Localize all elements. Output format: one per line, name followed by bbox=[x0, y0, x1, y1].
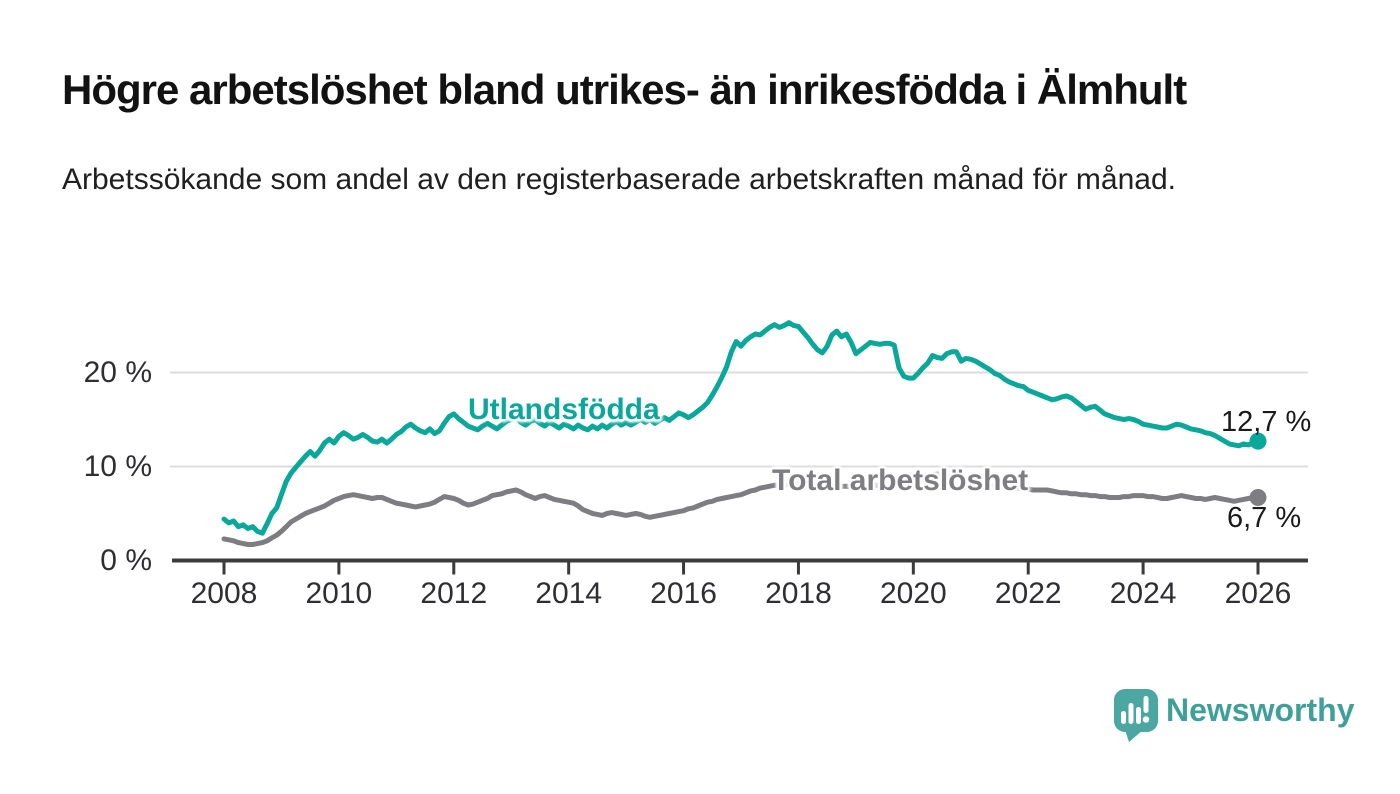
x-axis-label-2012: 2012 bbox=[420, 577, 488, 610]
chart-subtitle: Arbetssökande som andel av den registerb… bbox=[62, 163, 1176, 196]
newsworthy-logo-icon bbox=[1114, 689, 1158, 742]
newsworthy-logo: Newsworthy bbox=[1113, 688, 1354, 742]
x-axis-label-2024: 2024 bbox=[1109, 577, 1177, 610]
x-axis-label-2008: 2008 bbox=[190, 577, 258, 610]
x-axis-label-2022: 2022 bbox=[994, 577, 1062, 610]
series-label-utlandsfodda: Utlandsfödda bbox=[468, 393, 660, 426]
line-Utlandsfödda bbox=[221, 320, 1261, 536]
y-axis-label-10: 10 % bbox=[83, 449, 152, 483]
x-axis-label-2018: 2018 bbox=[765, 577, 832, 610]
newsworthy-wordmark: Newsworthy bbox=[1166, 692, 1355, 728]
x-axis-label-2014: 2014 bbox=[535, 577, 603, 610]
y-axis-label-0: 0 % bbox=[100, 543, 152, 577]
x-axis-label-2010: 2010 bbox=[305, 577, 373, 610]
x-axis-label-2016: 2016 bbox=[650, 577, 717, 610]
end-dot-Total arbetslöshet bbox=[1249, 489, 1267, 507]
end-value-label-total: 6,7 % bbox=[1227, 502, 1302, 534]
x-axis-label-2020: 2020 bbox=[879, 577, 947, 610]
series-label-total-arbetsloshet: Total arbetslöshet bbox=[772, 464, 1029, 497]
end-value-label-utlandsfodda: 12,7 % bbox=[1221, 406, 1312, 438]
x-axis-label-2026: 2026 bbox=[1224, 577, 1292, 610]
end-dot-Utlandsfödda bbox=[1249, 432, 1267, 450]
y-axis-label-20: 20 % bbox=[83, 355, 152, 389]
chart-title: Högre arbetslöshet bland utrikes- än inr… bbox=[62, 66, 1187, 113]
line-Total arbetslöshet bbox=[221, 471, 1261, 547]
